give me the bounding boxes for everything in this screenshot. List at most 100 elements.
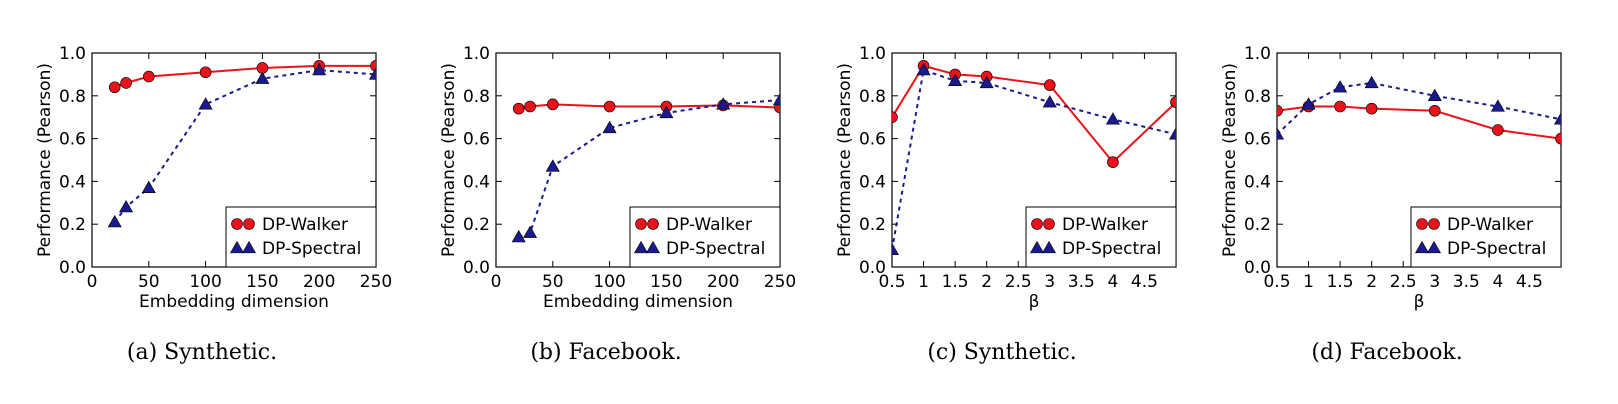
legend-marker-dp-walker-b-0 (635, 218, 647, 230)
y-tick-label-a-4: 0.8 (59, 87, 86, 107)
y-tick-label-b-2: 0.4 (463, 172, 490, 192)
point-dp-walker-b-1 (524, 100, 536, 113)
x-axis-label-b: Embedding dimension (543, 292, 733, 312)
point-dp-spectral-a-4 (255, 71, 270, 84)
point-dp-walker-c-5 (1107, 156, 1119, 168)
legend-label-dp-walker-d: DP-Walker (1447, 215, 1533, 235)
legend-box-d (1410, 206, 1562, 268)
x-axis-label-c: β (1029, 292, 1040, 312)
legend-label-dp-spectral-b: DP-Spectral (666, 239, 765, 259)
point-dp-spectral-c-6 (1168, 127, 1176, 140)
x-tick-label-d-1: 1 (1303, 272, 1314, 292)
point-dp-spectral-d-2 (1333, 80, 1348, 93)
legend-marker-dp-spectral-c-1 (1041, 240, 1057, 254)
series-dp-spectral-c (892, 63, 1176, 256)
y-tick-label-d-4: 0.8 (1244, 87, 1271, 107)
legend-box-c (1025, 206, 1177, 268)
legend-marker-dp-spectral-d-1 (1426, 240, 1442, 254)
chart-d: 0.0 0.2 0.4 0.6 0.8 1.0 0.5 1 1.5 2 2.5 3 3.5 4 4.5 β Pe… (1220, 44, 1562, 312)
x-axis-label-d: β (1414, 292, 1425, 312)
point-dp-spectral-c-0 (892, 242, 900, 256)
x-tick-label-d-8: 4.5 (1516, 272, 1543, 292)
x-tick-label-c-6: 3.5 (1068, 272, 1095, 292)
point-dp-walker-d-3 (1365, 102, 1378, 115)
chart-panel-a: 0.0 0.2 0.4 0.6 0.8 1.0 0 50 100 150 200 250 Embeddi… (0, 0, 404, 404)
point-dp-spectral-d-6 (1553, 112, 1561, 125)
point-dp-walker-a-0 (108, 81, 121, 94)
point-dp-spectral-b-6 (772, 92, 780, 106)
chart-b: 0.0 0.2 0.4 0.6 0.8 1.0 0 50 100 150 200 250 Embeddi… (439, 44, 796, 312)
x-tick-label-b-1: 50 (542, 272, 564, 292)
y-tick-label-a-3: 0.6 (59, 130, 86, 150)
point-dp-walker-d-5 (1492, 124, 1504, 136)
point-dp-walker-d-4 (1428, 104, 1441, 117)
point-dp-walker-d-6 (1555, 132, 1561, 145)
point-dp-walker-a-2 (143, 70, 155, 83)
x-tick-label-b-2: 100 (593, 272, 625, 292)
x-tick-label-b-3: 150 (650, 272, 682, 292)
caption-b: (b) Facebook. (530, 340, 682, 365)
y-tick-label-c-1: 0.2 (859, 215, 886, 235)
point-dp-walker-b-0 (512, 102, 525, 115)
series-dp-walker-c (892, 60, 1176, 168)
x-tick-label-d-0: 0.5 (1263, 272, 1290, 292)
point-dp-spectral-a-3 (198, 97, 213, 110)
y-axis-label-d: Performance (Pearson) (1220, 63, 1240, 257)
point-dp-spectral-a-2 (141, 180, 156, 193)
y-tick-label-c-5: 1.0 (859, 44, 886, 64)
y-tick-label-c-4: 0.8 (859, 87, 886, 107)
legend-marker-dp-walker-d-0 (1416, 218, 1428, 230)
legend-box-b (629, 206, 781, 268)
x-tick-label-d-7: 4 (1492, 272, 1503, 292)
legend-a: DP-Walker DP-Spectral (225, 206, 377, 268)
point-dp-spectral-c-4 (1042, 95, 1057, 108)
x-tick-label-a-1: 50 (138, 272, 160, 292)
point-dp-walker-c-0 (892, 111, 898, 123)
point-dp-spectral-a-6 (368, 67, 376, 80)
point-dp-spectral-c-5 (1105, 112, 1120, 125)
caption-a: (a) Synthetic. (126, 340, 278, 365)
series-dp-spectral-d (1277, 75, 1561, 140)
series-dp-walker-a (108, 60, 376, 94)
point-dp-spectral-c-2 (948, 73, 963, 86)
legend-marker-dp-spectral-b-1 (645, 240, 661, 254)
y-tick-label-d-1: 0.2 (1244, 215, 1271, 235)
x-tick-label-a-2: 100 (189, 272, 221, 292)
legend-label-dp-spectral-d: DP-Spectral (1447, 239, 1546, 259)
y-tick-label-a-0: 0.0 (59, 258, 86, 278)
legend-label-dp-walker-c: DP-Walker (1062, 215, 1148, 235)
chart-panel-b: 0.0 0.2 0.4 0.6 0.8 1.0 0 50 100 150 200 250 Embeddi… (404, 0, 808, 404)
x-tick-label-c-7: 4 (1107, 272, 1118, 292)
point-dp-spectral-d-3 (1364, 75, 1379, 89)
x-tick-label-d-6: 3.5 (1453, 272, 1480, 292)
x-tick-label-d-2: 1.5 (1327, 272, 1354, 292)
series-line-dp-walker-c (892, 64, 1176, 164)
point-dp-spectral-a-5 (312, 63, 327, 76)
legend-label-dp-spectral-c: DP-Spectral (1062, 239, 1161, 259)
legend-marker-dp-spectral-c-0 (1029, 240, 1045, 254)
legend-c: DP-Walker DP-Spectral (1025, 206, 1177, 268)
series-dp-walker-d (1277, 100, 1561, 145)
legend-marker-dp-spectral-d-0 (1414, 240, 1430, 254)
x-tick-label-c-8: 4.5 (1131, 272, 1158, 292)
point-dp-spectral-b-4 (659, 105, 674, 119)
y-axis-label-a: Performance (Pearson) (35, 63, 55, 257)
x-tick-label-d-5: 3 (1429, 272, 1440, 292)
x-tick-label-d-3: 2 (1366, 272, 1377, 292)
x-tick-label-c-4: 2.5 (1005, 272, 1032, 292)
legend-box-a (225, 206, 377, 268)
point-dp-walker-d-0 (1277, 104, 1283, 117)
point-dp-spectral-a-1 (119, 199, 134, 213)
chart-panel-c: 0.0 0.2 0.4 0.6 0.8 1.0 0.5 1 1.5 2 2.5 3 3.5 4 4.5 β Pe… (800, 0, 1204, 404)
x-tick-label-a-5: 250 (360, 272, 392, 292)
point-dp-walker-b-2 (547, 98, 559, 111)
y-tick-label-b-5: 1.0 (463, 44, 490, 64)
x-tick-label-c-0: 0.5 (878, 272, 905, 292)
legend-marker-dp-spectral-a-0 (229, 240, 245, 254)
point-dp-spectral-a-0 (107, 214, 122, 228)
legend-b: DP-Walker DP-Spectral (629, 206, 781, 268)
chart-panel-d: 0.0 0.2 0.4 0.6 0.8 1.0 0.5 1 1.5 2 2.5 3 3.5 4 4.5 β Pe… (1185, 0, 1589, 404)
point-dp-walker-c-4 (1043, 79, 1056, 91)
legend-marker-dp-walker-a-0 (231, 218, 243, 230)
x-axis-label-a: Embedding dimension (139, 292, 329, 312)
